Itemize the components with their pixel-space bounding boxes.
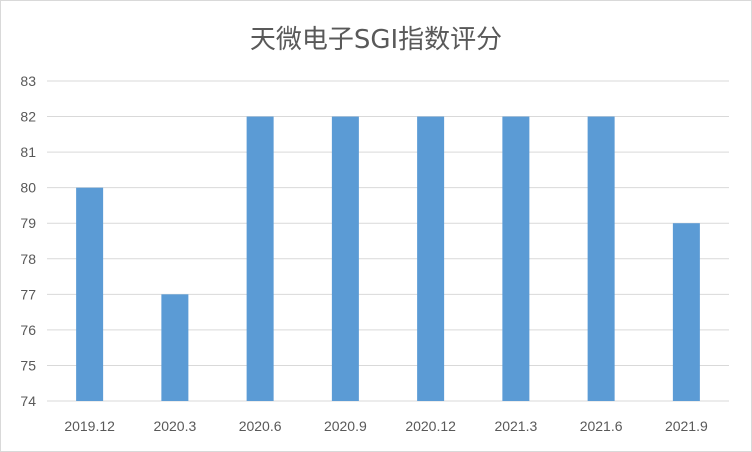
bar xyxy=(587,116,615,402)
y-tick-label: 79 xyxy=(20,215,36,231)
y-tick-label: 83 xyxy=(20,73,36,89)
x-tick-label: 2021.9 xyxy=(665,418,708,434)
x-tick-label: 2020.3 xyxy=(153,418,196,434)
y-tick-label: 80 xyxy=(20,180,36,196)
y-tick-label: 76 xyxy=(20,322,36,338)
chart-title: 天微电子SGI指数评分 xyxy=(249,25,503,55)
y-tick-label: 74 xyxy=(20,393,36,409)
y-tick-label: 77 xyxy=(20,286,36,302)
bar xyxy=(76,187,104,401)
x-tick-label: 2020.12 xyxy=(405,418,456,434)
y-tick-label: 78 xyxy=(20,251,36,267)
bar xyxy=(246,116,274,402)
x-tick-label: 2021.6 xyxy=(580,418,623,434)
x-tick-label: 2020.9 xyxy=(324,418,367,434)
bar xyxy=(161,294,189,401)
y-tick-label: 75 xyxy=(20,357,36,373)
y-tick-label: 81 xyxy=(20,144,36,160)
bar xyxy=(502,116,530,402)
bar xyxy=(417,116,445,402)
x-tick-label: 2020.6 xyxy=(239,418,282,434)
x-tick-label: 2021.3 xyxy=(494,418,537,434)
y-tick-label: 82 xyxy=(20,109,36,125)
x-tick-label: 2019.12 xyxy=(64,418,115,434)
bar xyxy=(331,116,359,402)
bar xyxy=(672,223,700,401)
